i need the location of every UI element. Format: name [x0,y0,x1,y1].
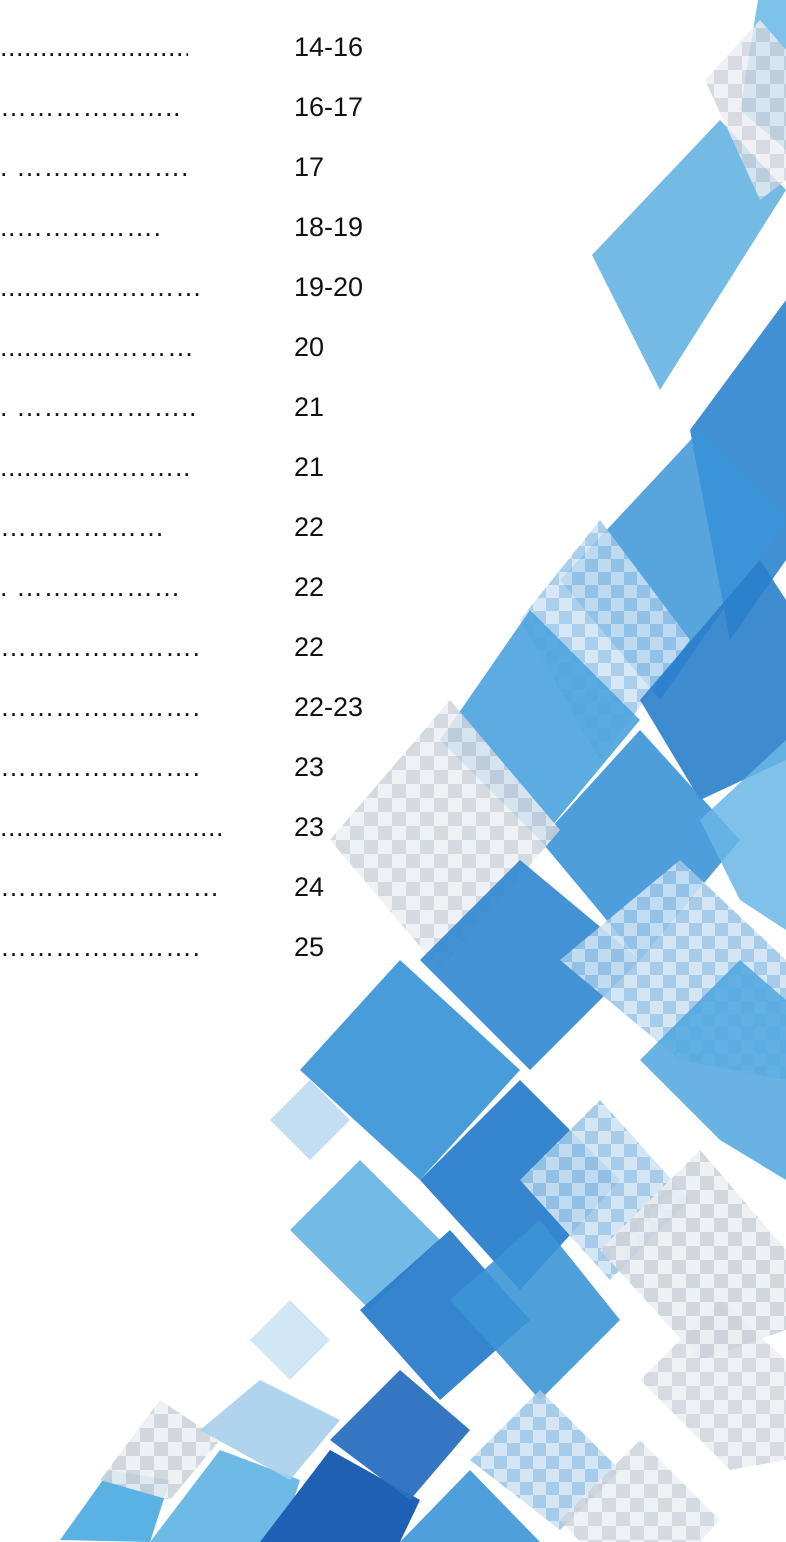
toc-page-number: 14-16 [294,32,364,62]
toc-dot-leader: ...............……… [0,272,203,302]
toc-dot-leader: ........................... [0,32,188,62]
toc-entry: ............................... 23 [0,807,420,847]
toc-entry: …………………. 22-23 [0,687,420,727]
toc-dot-leader: ..……………. [0,212,162,242]
toc-page-number: 21 [294,452,325,482]
toc-page-number: 18-19 [294,212,364,242]
toc-entry: ........................... 14-16 [0,27,420,67]
toc-entry: . ……………….. 21 [0,387,420,427]
toc-entry: …………………. 22 [0,627,420,667]
toc-dot-leader: …………………. [0,932,201,962]
toc-dot-leader: ..............……… [0,332,195,362]
toc-dot-leader: . ………………. [0,152,190,182]
toc-page-number: 23 [294,812,325,842]
toc-entry: ..............……… 20 [0,327,420,367]
toc-dot-leader: ……………….. [0,92,182,122]
toc-page-number: 16-17 [294,92,364,122]
toc-entry: ...............…….. 21 [0,447,420,487]
toc-entry: ……………….. 16-17 [0,87,420,127]
toc-entry: …………………. 23 [0,747,420,787]
toc-page-number: 22-23 [294,692,364,722]
toc-dot-leader: . ……………… [0,572,182,602]
toc-page-number: 20 [294,332,325,362]
toc-page-number: 22 [294,632,325,662]
toc-entry: ...............……… 19-20 [0,267,420,307]
toc-dot-leader: …………………. [0,692,201,722]
toc-page-number: 25 [294,932,325,962]
toc-entry: ……………… 22 [0,507,420,547]
toc-page-number: 22 [294,512,325,542]
toc-dot-leader: . ……………….. [0,392,195,422]
toc-entry: . ………………. 17 [0,147,420,187]
toc-page-number: 22 [294,572,325,602]
toc-dot-leader: ……………… [0,512,165,542]
toc-entry: …………………… 24 [0,867,420,907]
toc-page-number: 24 [294,872,325,902]
toc-entry: …………………. 25 [0,927,420,967]
toc-page-number: 23 [294,752,325,782]
toc-dot-leader: …………………. [0,632,201,662]
toc-dot-leader: …………………. [0,752,201,782]
toc-dot-leader: ...............…….. [0,452,192,482]
toc-dot-leader: ............................... [0,812,224,842]
toc-entry: ..……………. 18-19 [0,207,420,247]
toc-page-number: 17 [294,152,325,182]
toc-page-number: 21 [294,392,325,422]
toc-entry: . ……………… 22 [0,567,420,607]
toc-dot-leader: …………………… [0,872,220,902]
toc-page-number: 19-20 [294,272,364,302]
